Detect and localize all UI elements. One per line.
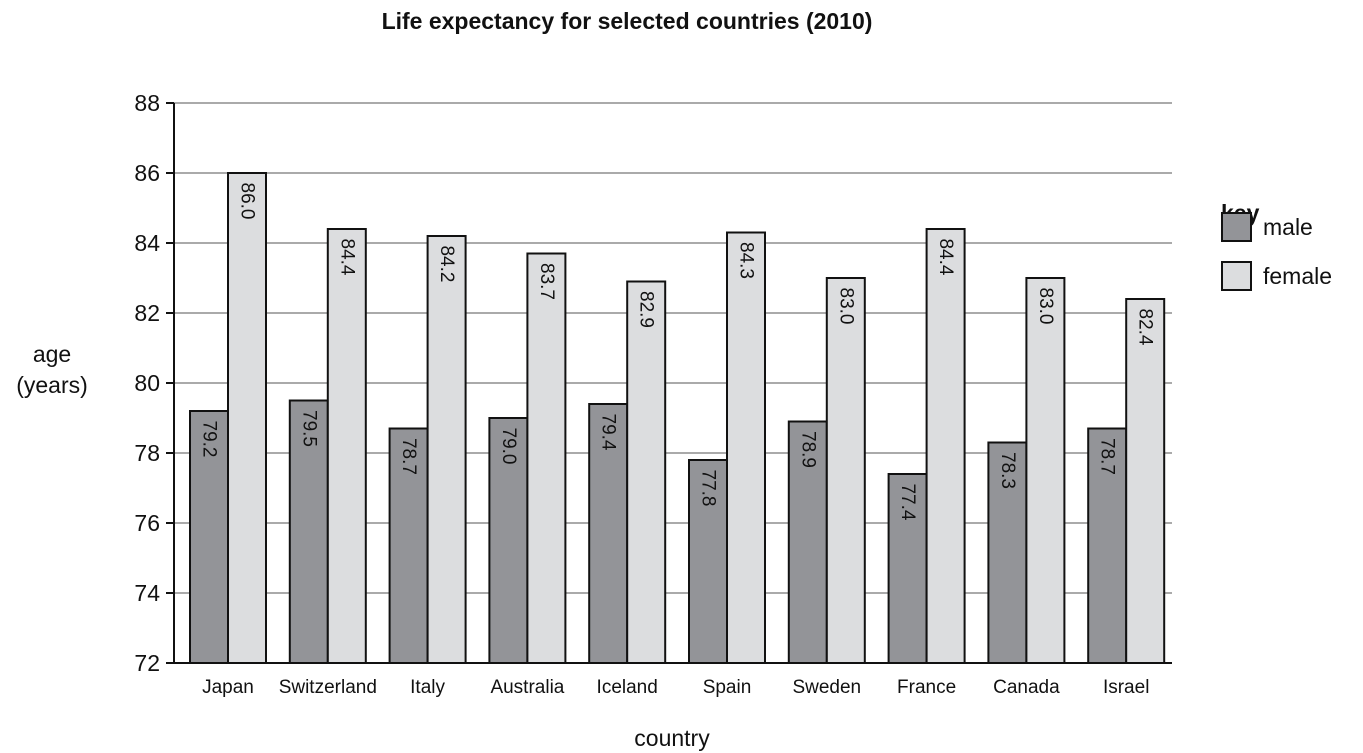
y-tick-label: 86	[134, 160, 160, 186]
data-label-male-italy: 78.7	[398, 438, 419, 475]
data-label-male-spain: 77.8	[698, 470, 719, 507]
data-label-female-canada: 83.0	[1035, 288, 1056, 325]
data-label-female-spain: 84.3	[736, 242, 757, 279]
x-categories: Japan Switzerland Italy Australia Iceland Spa…	[202, 677, 1149, 698]
bar-female-france	[925, 228, 966, 664]
bar-female-italy	[426, 235, 467, 664]
bar-female-japan	[227, 172, 267, 664]
category-label: Canada	[993, 677, 1060, 698]
legend-swatch-female	[1221, 261, 1252, 291]
category-label: Japan	[202, 677, 254, 698]
category-label: Sweden	[792, 677, 861, 698]
y-tick-label: 84	[134, 230, 160, 256]
data-label-male-iceland: 79.4	[598, 414, 619, 451]
data-label-female-australia: 83.7	[536, 263, 557, 300]
y-tick-label: 80	[134, 370, 160, 396]
bar-female-israel	[1125, 298, 1166, 664]
y-ticks: 72 74 76 78 80 82 84 86 88	[134, 90, 174, 676]
category-label: Australia	[490, 677, 564, 698]
legend-label-female: female	[1263, 263, 1332, 289]
legend-swatch-male	[1221, 212, 1252, 242]
data-label-male-israel: 78.7	[1097, 438, 1118, 475]
y-tick-label: 78	[134, 440, 160, 466]
bar-male-spain	[688, 459, 728, 664]
bar-female-switzerland	[326, 228, 367, 664]
data-label-male-france: 77.4	[897, 484, 918, 521]
bars: 79.2 86.0 79.5 84.4 78.7 84.2 79.0 83.7 79.4 82.9…	[189, 172, 1166, 664]
chart-title: Life expectancy for selected countries (…	[382, 8, 873, 34]
y-tick-label: 76	[134, 510, 160, 536]
category-label: Spain	[703, 677, 752, 698]
data-label-male-canada: 78.3	[997, 452, 1018, 489]
y-tick-label: 88	[134, 90, 160, 116]
data-label-female-italy: 84.2	[436, 246, 457, 283]
data-label-male-japan: 79.2	[199, 421, 220, 458]
data-label-female-japan: 86.0	[237, 183, 258, 220]
data-label-female-france: 84.4	[935, 239, 956, 276]
y-tick-label: 74	[134, 580, 160, 606]
data-label-female-switzerland: 84.4	[336, 239, 357, 276]
category-label: France	[897, 677, 956, 698]
bar-female-canada	[1025, 277, 1066, 664]
bar-female-spain	[726, 231, 766, 664]
data-label-male-switzerland: 79.5	[298, 410, 319, 447]
category-label: Israel	[1103, 677, 1149, 698]
legend-label-male: male	[1263, 214, 1313, 240]
y-axis-label-line1: age	[33, 341, 71, 367]
category-label: Iceland	[597, 677, 658, 698]
bar-female-sweden	[825, 277, 866, 664]
x-axis-label: country	[634, 725, 710, 751]
legend: key male female	[1221, 200, 1332, 291]
category-label: Switzerland	[279, 677, 377, 698]
bar-male-france	[887, 473, 928, 664]
y-tick-label: 82	[134, 300, 160, 326]
data-label-male-sweden: 78.9	[797, 431, 818, 468]
data-label-female-iceland: 82.9	[636, 291, 657, 328]
data-label-male-australia: 79.0	[498, 428, 519, 465]
category-label: Italy	[410, 677, 445, 698]
bar-male-japan	[189, 410, 229, 664]
y-tick-label: 72	[134, 650, 160, 676]
y-axis-label-line2: (years)	[16, 372, 88, 398]
data-label-female-sweden: 83.0	[835, 288, 856, 325]
data-label-female-israel: 82.4	[1135, 309, 1156, 346]
bar-female-iceland	[626, 280, 667, 664]
bar-male-sweden	[787, 420, 828, 664]
bar-female-australia	[526, 252, 567, 664]
